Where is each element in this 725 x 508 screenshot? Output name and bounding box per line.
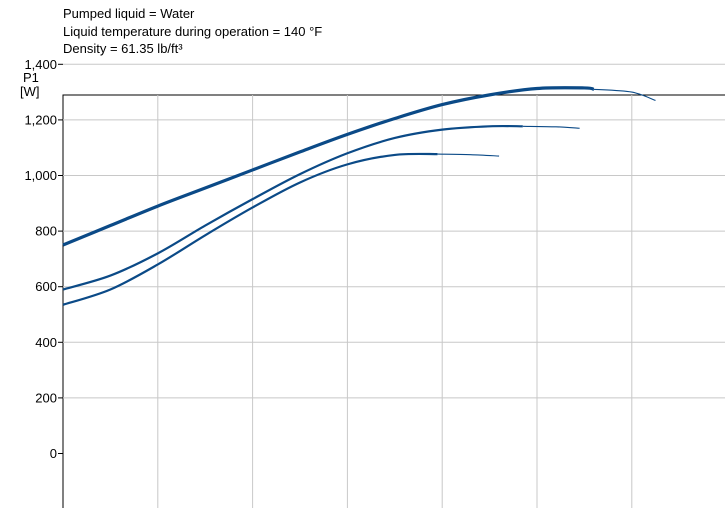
- curve-middle-extension: [522, 125, 580, 129]
- y-tick-label: 1,200: [24, 112, 57, 127]
- y-axis-label: P1 [W]: [20, 71, 40, 99]
- pumped-liquid-text: Pumped liquid = Water: [63, 6, 195, 21]
- y-tick-label: 600: [35, 279, 57, 294]
- density-text: Density = 61.35 lb/ft³: [63, 41, 183, 56]
- y-tick-label: 400: [35, 335, 57, 350]
- curve-top: [62, 86, 595, 247]
- chart-header: Pumped liquid = Water Liquid temperature…: [63, 5, 322, 58]
- liquid-temperature-text: Liquid temperature during operation = 14…: [63, 23, 323, 39]
- y-tick-label: 800: [35, 224, 57, 239]
- curve-bottom-extension: [437, 153, 500, 157]
- y-tick-label: 1,400: [24, 57, 57, 72]
- y-axis-label-quantity: P1: [23, 70, 39, 85]
- y-tick-label: 0: [50, 446, 57, 461]
- plot-frame: [62, 94, 725, 508]
- y-tick-label: 200: [35, 390, 57, 405]
- curves: [62, 86, 656, 306]
- vertical-gridlines: [157, 95, 633, 508]
- curve-top-extension: [593, 88, 656, 101]
- y-axis-ticks: 0 200 400 600 800 1,000 1,200 1,400: [24, 57, 63, 461]
- curve-middle: [62, 124, 523, 291]
- y-tick-label: 1,000: [24, 168, 57, 183]
- horizontal-gridlines: [63, 63, 725, 399]
- y-axis-label-unit: [W]: [20, 84, 40, 99]
- curve-bottom: [62, 152, 438, 306]
